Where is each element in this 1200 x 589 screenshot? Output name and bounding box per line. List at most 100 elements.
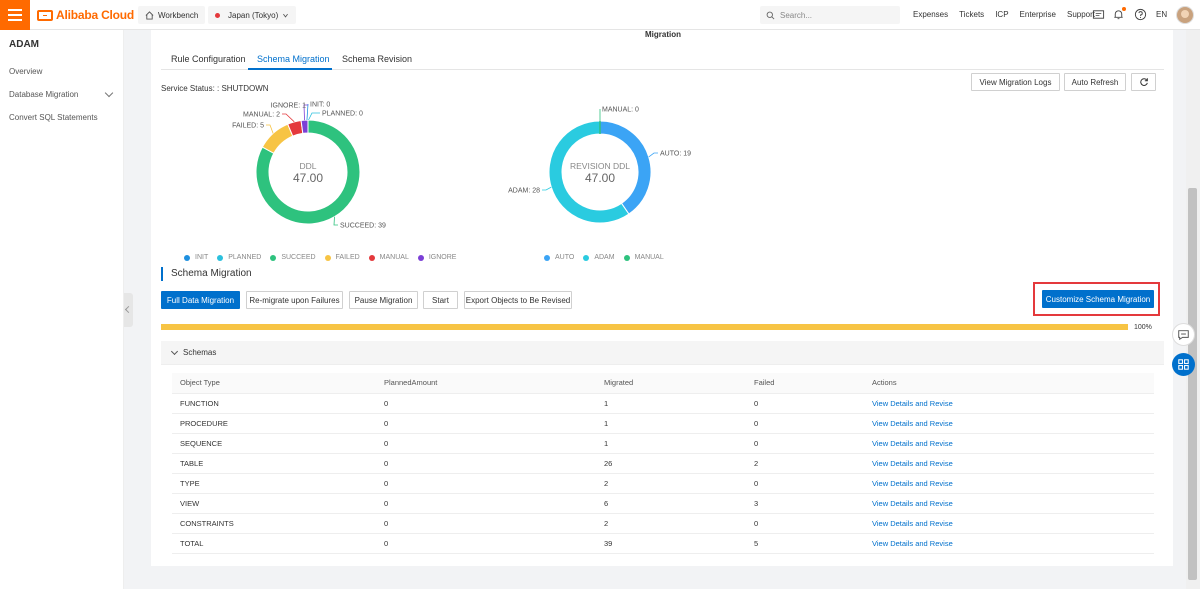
chat-button[interactable]: [1172, 323, 1195, 346]
help-icon[interactable]: [1134, 8, 1147, 21]
pause-migration-button[interactable]: Pause Migration: [349, 291, 418, 309]
full-data-migration-button[interactable]: Full Data Migration: [161, 291, 240, 309]
cell-planned: 0: [376, 512, 596, 533]
workbench-button[interactable]: Workbench: [138, 6, 206, 24]
search-icon: [766, 11, 775, 19]
cell-migrated: 6: [596, 492, 746, 513]
legend-succeed-swatch: [270, 254, 277, 261]
workbench-label: Workbench: [158, 10, 199, 20]
legend-manual-revision-swatch: [623, 254, 630, 261]
col-failed: Failed: [746, 373, 864, 393]
language-switch[interactable]: EN: [1156, 10, 1168, 19]
view-details-link[interactable]: View Details and Revise: [864, 472, 1154, 493]
table-row: TABLE 0 26 2 View Details and Revise: [172, 452, 1154, 473]
table-header-row: Object Type PlannedAmount Migrated Faile…: [172, 373, 1154, 393]
mail-icon[interactable]: [1092, 8, 1105, 21]
view-details-link[interactable]: View Details and Revise: [864, 432, 1154, 453]
revision-chart-legend: AUTO ADAM MANUAL: [544, 254, 664, 261]
cell-migrated: 1: [596, 432, 746, 453]
legend-failed[interactable]: FAILED: [324, 254, 360, 261]
apps-button[interactable]: [1172, 353, 1195, 376]
legend-adam[interactable]: ADAM: [583, 254, 615, 261]
page-scrollbar[interactable]: [1186, 30, 1200, 589]
legend-auto-swatch: [544, 254, 550, 261]
schemas-collapse-header[interactable]: Schemas: [161, 341, 1164, 365]
legend-init[interactable]: INIT: [184, 254, 208, 261]
search-box[interactable]: [760, 6, 900, 24]
icp-link[interactable]: ICP: [995, 10, 1009, 19]
auto-refresh-button[interactable]: Auto Refresh: [1064, 73, 1126, 91]
view-details-link[interactable]: View Details and Revise: [864, 452, 1154, 473]
legend-ignore[interactable]: IGNORE: [417, 254, 457, 261]
cell-failed: 2: [746, 452, 864, 473]
cell-failed: 0: [746, 392, 864, 413]
legend-manual-revision[interactable]: MANUAL: [623, 254, 664, 261]
avatar[interactable]: [1176, 6, 1194, 24]
chevron-down-icon[interactable]: [104, 88, 114, 98]
cell-object-type: PROCEDURE: [172, 412, 376, 433]
legend-planned[interactable]: PLANNED: [217, 254, 261, 261]
cell-planned: 0: [376, 432, 596, 453]
scroll-thumb[interactable]: [1188, 188, 1197, 580]
active-tab-indicator: [248, 68, 332, 70]
table-row: PROCEDURE 0 1 0 View Details and Revise: [172, 412, 1154, 433]
start-button[interactable]: Start: [423, 291, 458, 309]
table-row: CONSTRAINTS 0 2 0 View Details and Revise: [172, 512, 1154, 533]
cell-failed: 0: [746, 412, 864, 433]
legend-manual[interactable]: MANUAL: [368, 254, 409, 261]
failed-slice[interactable]: [261, 123, 294, 154]
cell-migrated: 26: [596, 452, 746, 473]
sidebar-item-convert-sql[interactable]: Convert SQL Statements: [9, 113, 98, 122]
search-input[interactable]: [780, 10, 880, 20]
sidebar-collapse-handle[interactable]: [124, 293, 133, 327]
tab-schema-migration[interactable]: Schema Migration: [257, 54, 330, 64]
grid-icon: [1178, 359, 1189, 370]
cell-object-type: TYPE: [172, 472, 376, 493]
tickets-link[interactable]: Tickets: [959, 10, 985, 19]
support-link[interactable]: Support: [1067, 10, 1096, 19]
view-details-link[interactable]: View Details and Revise: [864, 392, 1154, 413]
notification-dot: [1122, 7, 1126, 11]
view-migration-logs-button[interactable]: View Migration Logs: [971, 73, 1060, 91]
expenses-link[interactable]: Expenses: [913, 10, 949, 19]
refresh-button[interactable]: [1131, 73, 1156, 91]
schema-migration-heading: Schema Migration: [161, 267, 252, 281]
label-leader-line: [303, 104, 308, 121]
view-details-link[interactable]: View Details and Revise: [864, 512, 1154, 533]
brand-logo[interactable]: Alibaba Cloud: [37, 8, 134, 22]
legend-ignore-label: IGNORE: [428, 254, 457, 261]
revision-ddl-donut-chart: AUTO: 19 ADAM: 28 MANUAL: 0 REVISION DDL47.…: [508, 107, 691, 224]
ddl-chart-legend: INIT PLANNED SUCCEED FAILED MANUAL IGNOR…: [184, 254, 456, 261]
menu-icon[interactable]: [0, 0, 30, 30]
remigrate-failures-button[interactable]: Re-migrate upon Failures: [246, 291, 343, 309]
view-details-link[interactable]: View Details and Revise: [864, 492, 1154, 513]
alibaba-cloud-logo-icon: [37, 9, 53, 21]
view-details-link[interactable]: View Details and Revise: [864, 412, 1154, 433]
view-details-link[interactable]: View Details and Revise: [864, 532, 1154, 554]
top-links: Expenses Tickets ICP Enterprise Support: [913, 10, 1095, 19]
customize-schema-migration-button[interactable]: Customize Schema Migration: [1042, 290, 1154, 308]
tab-rule-configuration[interactable]: Rule Configuration: [171, 54, 246, 64]
cell-failed: 3: [746, 492, 864, 513]
legend-succeed[interactable]: SUCCEED: [270, 254, 316, 261]
legend-auto[interactable]: AUTO: [544, 254, 574, 261]
col-planned-amount: PlannedAmount: [376, 373, 596, 393]
tab-schema-revision[interactable]: Schema Revision: [342, 54, 413, 64]
chevron-down-icon: [170, 347, 179, 356]
page-title: Migration: [645, 30, 681, 39]
label-leader-line: [282, 113, 295, 123]
enterprise-link[interactable]: Enterprise: [1019, 10, 1056, 19]
region-selector[interactable]: Japan (Tokyo): [208, 6, 297, 24]
legend-planned-swatch: [217, 254, 224, 261]
sidebar-item-database-migration[interactable]: Database Migration: [9, 90, 79, 99]
label-leader-line: [266, 124, 274, 134]
adam-slice[interactable]: [548, 120, 630, 224]
ignore-slice[interactable]: [300, 119, 309, 134]
donut-center-value: 47.00: [293, 171, 323, 185]
table-row: TOTAL 0 39 5 View Details and Revise: [172, 532, 1154, 554]
export-objects-button[interactable]: Export Objects to Be Revised: [464, 291, 572, 309]
bell-icon[interactable]: [1112, 8, 1125, 21]
migration-progress-bar: [161, 324, 1128, 330]
succeed-slice[interactable]: [255, 119, 361, 225]
sidebar-item-overview[interactable]: Overview: [9, 67, 43, 76]
